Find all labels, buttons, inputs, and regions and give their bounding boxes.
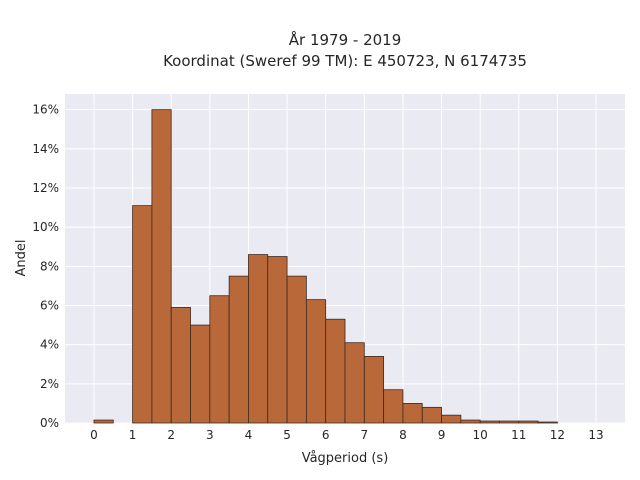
- histogram-bar: [518, 420, 539, 424]
- y-tick-label: 12%: [32, 181, 59, 195]
- histogram-bar: [499, 420, 520, 424]
- histogram-bar: [305, 299, 327, 424]
- x-tick-label: 12: [550, 428, 565, 442]
- histogram-bar: [537, 421, 558, 424]
- histogram-bar: [209, 295, 230, 424]
- histogram-bar: [479, 420, 500, 424]
- x-tick-label: 4: [245, 428, 253, 442]
- histogram-bar: [460, 419, 481, 424]
- histogram-bar: [267, 256, 288, 424]
- x-tick-label: 6: [322, 428, 330, 442]
- y-tick-label: 10%: [32, 220, 59, 234]
- x-tick-label: 1: [129, 428, 137, 442]
- histogram-bar: [151, 109, 172, 424]
- histogram-bar: [344, 342, 365, 424]
- histogram-bar: [170, 307, 191, 424]
- x-tick-label: 2: [167, 428, 175, 442]
- x-tick-label: 8: [399, 428, 407, 442]
- y-tick-label: 4%: [40, 338, 59, 352]
- x-tick-label: 13: [588, 428, 603, 442]
- histogram-bar: [93, 419, 114, 424]
- histogram-bar: [286, 275, 307, 424]
- chart-title-line2: Koordinat (Sweref 99 TM): E 450723, N 61…: [163, 52, 527, 70]
- y-tick-label: 0%: [40, 416, 59, 430]
- x-tick-label: 7: [360, 428, 368, 442]
- chart-title-line1: År 1979 - 2019: [289, 30, 402, 49]
- x-tick-label: 5: [283, 428, 291, 442]
- y-tick-label: 2%: [40, 377, 59, 391]
- histogram-bar: [325, 318, 346, 424]
- y-tick-labels: 0% 2% 4% 6% 8% 10% 12% 14% 16%: [32, 103, 59, 430]
- y-tick-label: 6%: [40, 299, 59, 313]
- y-tick-label: 16%: [32, 103, 59, 117]
- x-tick-label: 11: [511, 428, 526, 442]
- x-axis-label: Vågperiod (s): [302, 451, 389, 466]
- histogram-bar: [402, 403, 423, 424]
- y-tick-label: 14%: [32, 142, 59, 156]
- y-axis-label: Andel: [14, 240, 29, 277]
- histogram-bar: [132, 205, 153, 424]
- histogram-bar: [421, 406, 442, 424]
- x-tick-label: 3: [206, 428, 214, 442]
- x-tick-label: 0: [90, 428, 98, 442]
- x-tick-labels: 0 1 2 3 4 5 6 7 8 9 10 11 12 13: [90, 428, 604, 442]
- x-tick-label: 10: [473, 428, 488, 442]
- histogram-bar: [190, 324, 211, 424]
- histogram-bar: [248, 254, 269, 424]
- histogram-bar: [228, 275, 249, 424]
- x-tick-label: 9: [438, 428, 446, 442]
- histogram-bar: [363, 356, 385, 424]
- y-tick-label: 8%: [40, 259, 59, 273]
- histogram-bar: [383, 389, 404, 424]
- histogram-bar: [441, 414, 462, 424]
- histogram-bars: [93, 109, 558, 424]
